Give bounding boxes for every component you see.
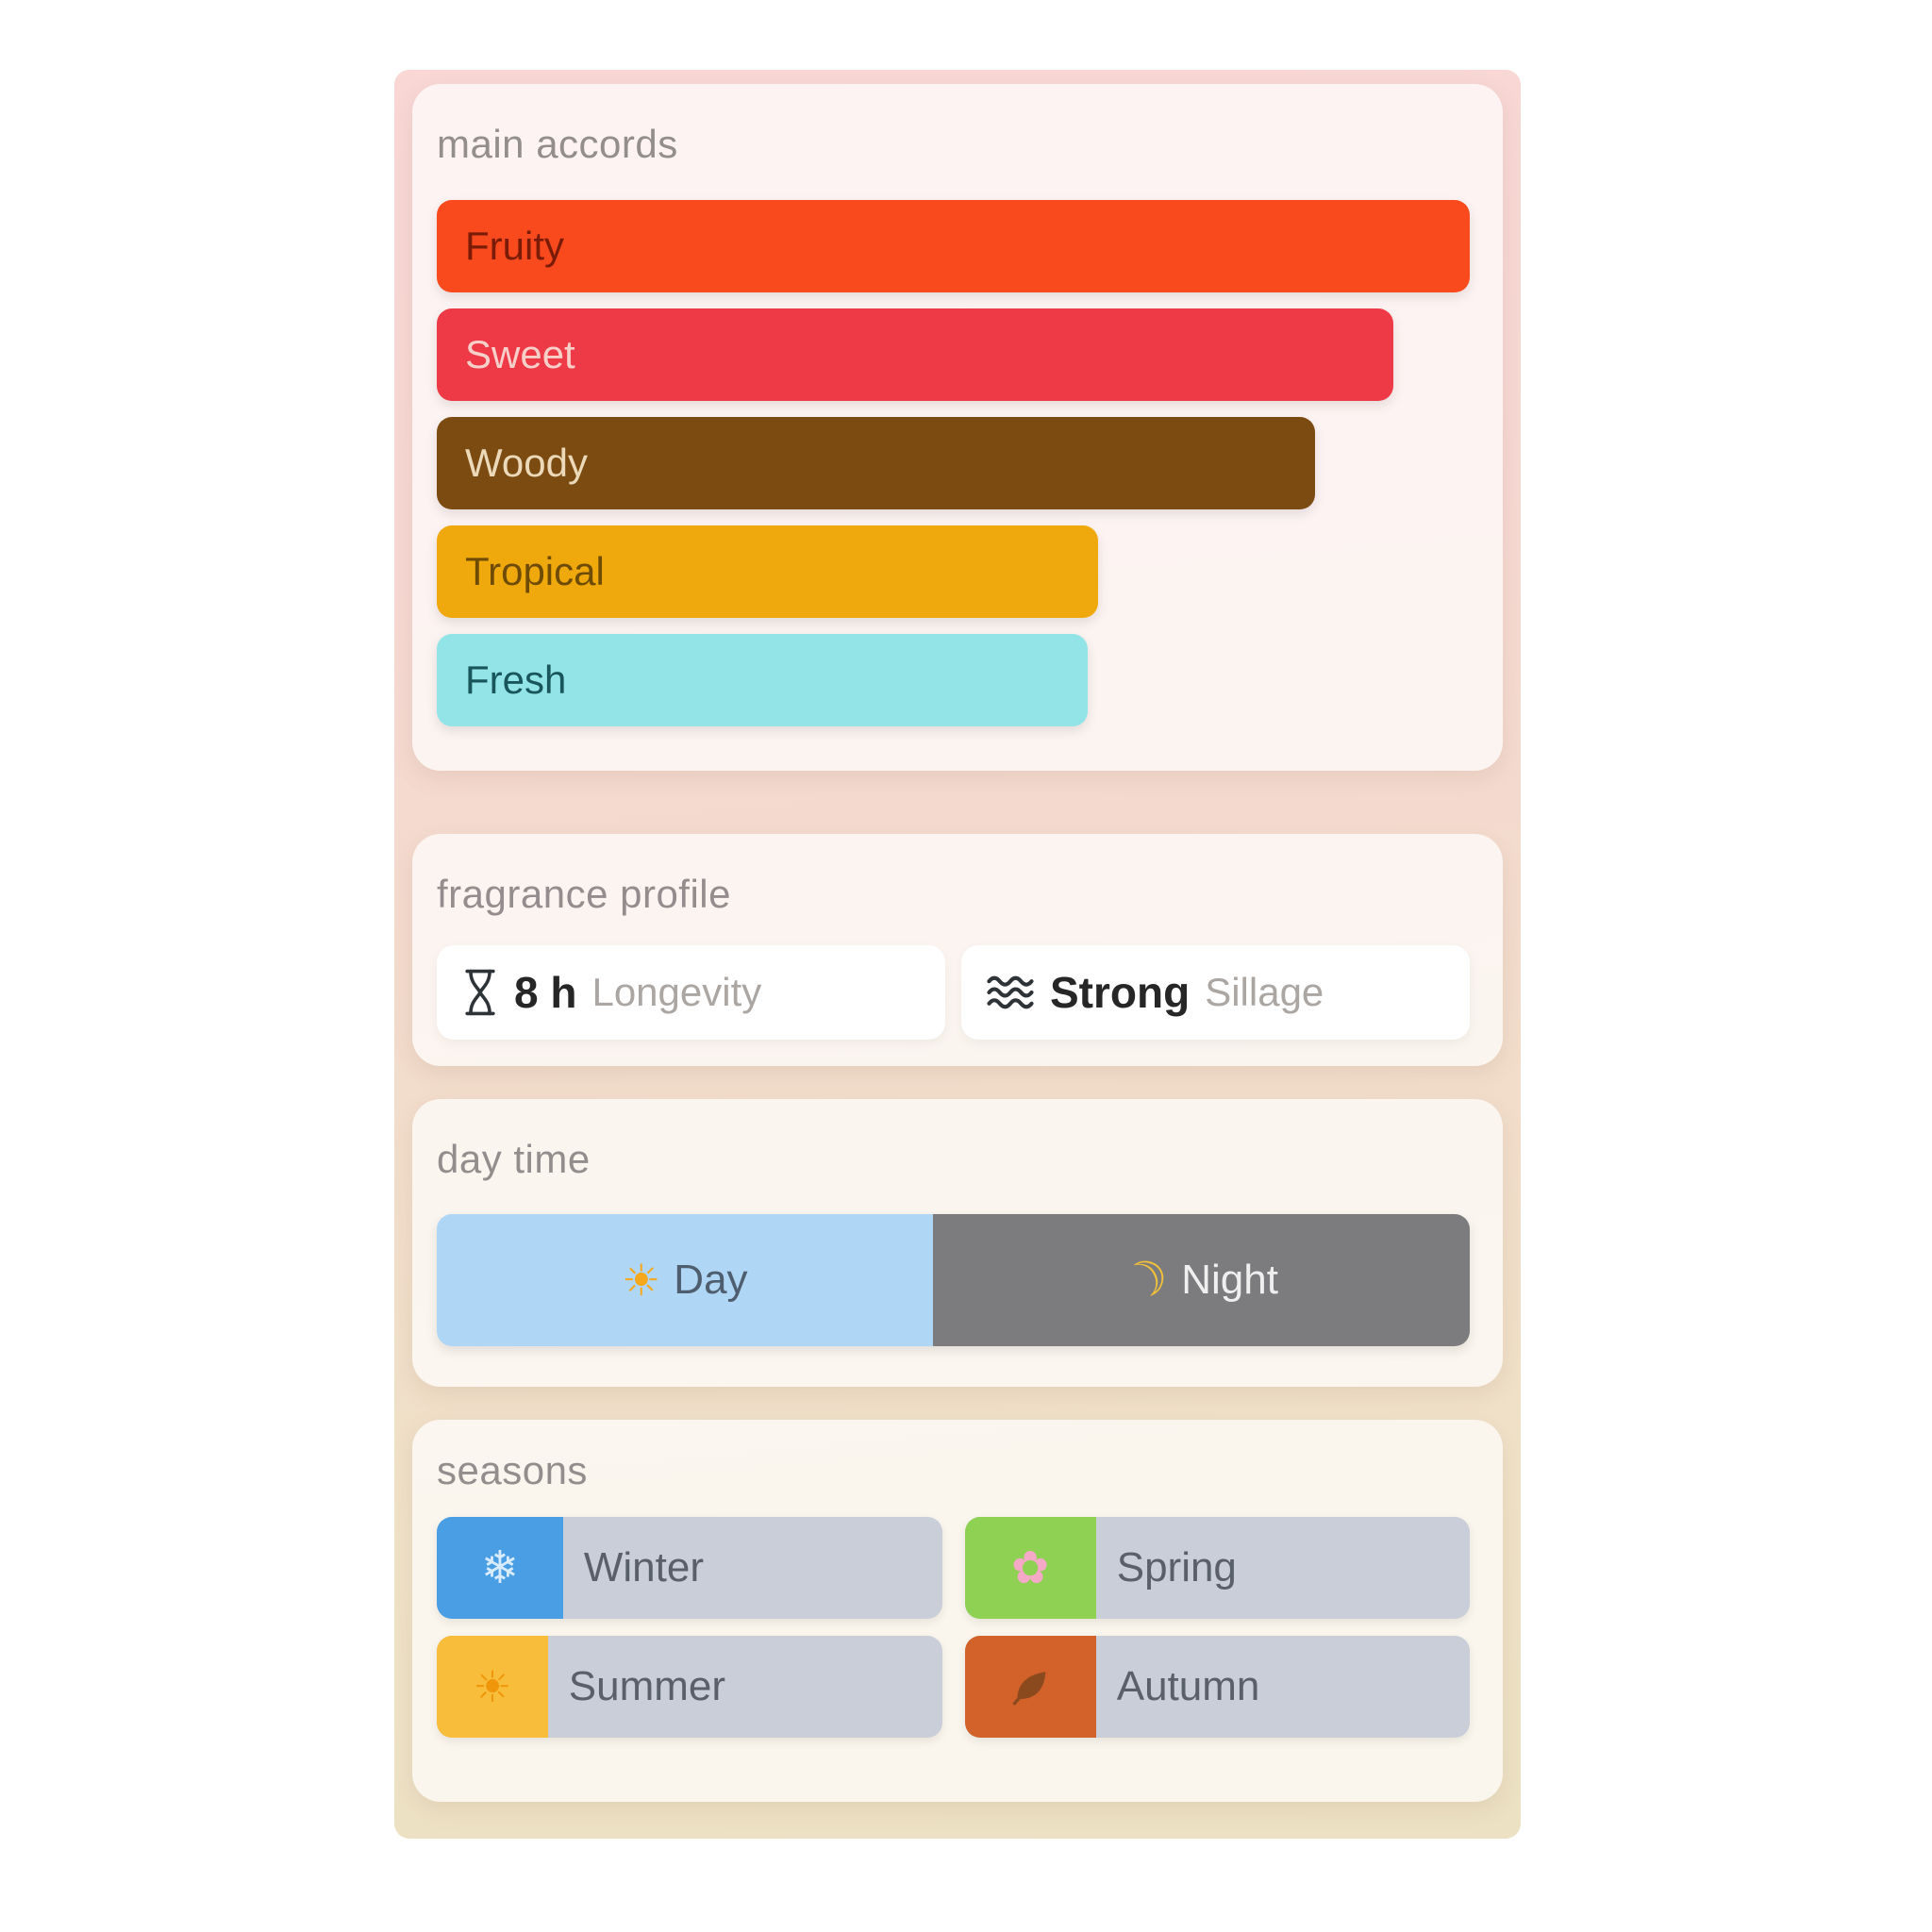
- season-bar-spring[interactable]: ✿ Spring: [964, 1517, 1470, 1619]
- day-time-title: day time: [437, 1137, 591, 1181]
- sillage-chip[interactable]: Strong Sillage: [961, 945, 1470, 1040]
- accord-bar-fresh[interactable]: Fresh: [437, 634, 1088, 726]
- waves-icon: [986, 973, 1035, 1012]
- hourglass-icon: [461, 968, 499, 1017]
- seasons-title: seasons: [437, 1448, 588, 1492]
- day-time-card: day time ☀ Day ☽ Night: [412, 1099, 1503, 1387]
- season-label-autumn: Autumn: [1116, 1663, 1260, 1709]
- season-fill: ☀: [437, 1636, 548, 1738]
- accord-bar-woody[interactable]: Woody: [437, 417, 1315, 509]
- day-label: Day: [674, 1257, 748, 1303]
- main-accords-card: main accords Fruity Sweet Woody Tropical…: [412, 84, 1503, 771]
- accord-bar-sweet[interactable]: Sweet: [437, 308, 1393, 401]
- longevity-label: Longevity: [591, 970, 762, 1014]
- longevity-value: 8 h: [514, 968, 577, 1017]
- season-bar-winter[interactable]: ❄ Winter: [437, 1517, 942, 1619]
- season-fill: ❄: [437, 1517, 563, 1619]
- fragrance-profile-card: fragrance profile 8 h Longevity: [412, 834, 1503, 1066]
- accord-label: Tropical: [465, 549, 605, 593]
- profile-chip-row: 8 h Longevity Strong Sillage: [437, 945, 1470, 1040]
- season-fill: [964, 1636, 1096, 1738]
- sun-icon: ☀: [473, 1661, 512, 1712]
- seasons-card: seasons ❄ Winter ✿ Spring ☀ Summer: [412, 1420, 1503, 1802]
- night-segment[interactable]: ☽ Night: [932, 1214, 1470, 1346]
- main-accords-title: main accords: [437, 122, 678, 166]
- season-grid: ❄ Winter ✿ Spring ☀ Summer: [437, 1517, 1470, 1738]
- sillage-label: Sillage: [1205, 970, 1324, 1014]
- leaf-icon: [1008, 1665, 1052, 1708]
- accord-label: Woody: [465, 441, 588, 485]
- accord-label: Fruity: [465, 224, 564, 268]
- blossom-icon: ✿: [1011, 1541, 1050, 1594]
- night-label: Night: [1181, 1257, 1278, 1303]
- season-label-summer: Summer: [568, 1663, 726, 1709]
- accord-bar-tropical[interactable]: Tropical: [437, 525, 1098, 618]
- season-label-spring: Spring: [1116, 1544, 1237, 1591]
- snowflake-icon: ❄: [480, 1541, 520, 1594]
- accord-bar-fruity[interactable]: Fruity: [437, 200, 1470, 292]
- sun-icon: ☀: [622, 1255, 661, 1306]
- fragrance-detail-panel: main accords Fruity Sweet Woody Tropical…: [394, 70, 1521, 1839]
- season-bar-summer[interactable]: ☀ Summer: [437, 1636, 942, 1738]
- longevity-chip[interactable]: 8 h Longevity: [437, 945, 945, 1040]
- day-segment[interactable]: ☀ Day: [437, 1214, 933, 1346]
- accord-list: Fruity Sweet Woody Tropical Fresh: [437, 200, 1470, 726]
- accord-label: Fresh: [465, 658, 567, 702]
- fragrance-profile-title: fragrance profile: [437, 872, 731, 916]
- season-fill: ✿: [964, 1517, 1096, 1619]
- season-label-winter: Winter: [583, 1544, 704, 1591]
- season-bar-autumn[interactable]: Autumn: [964, 1636, 1470, 1738]
- day-night-bar: ☀ Day ☽ Night: [437, 1214, 1470, 1346]
- sillage-value: Strong: [1050, 968, 1191, 1017]
- accord-label: Sweet: [465, 332, 575, 376]
- moon-icon: ☽: [1113, 1244, 1179, 1316]
